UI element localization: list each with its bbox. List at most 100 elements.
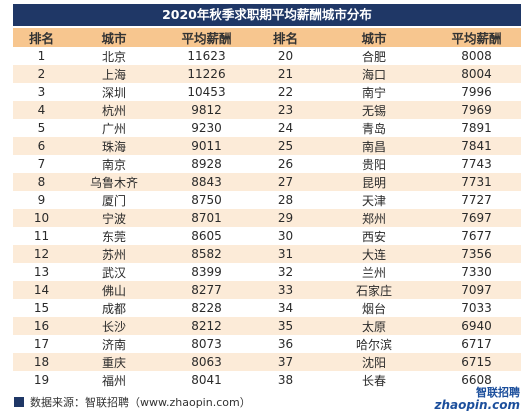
cell-city-left: 重庆 bbox=[70, 353, 158, 371]
cell-rank-right: 28 bbox=[277, 193, 294, 207]
cell-city-right: 大连 bbox=[316, 245, 432, 263]
cell-rank-right: 32 bbox=[277, 265, 294, 279]
cell-salary-left: 8228 bbox=[191, 301, 222, 315]
table-row: 16 长沙 8212 35 太原 6940 bbox=[13, 317, 521, 335]
cell-salary-left: 11623 bbox=[187, 49, 226, 63]
table-row: 8 乌鲁木齐 8843 27 昆明 7731 bbox=[13, 173, 521, 191]
cell-city-left: 南京 bbox=[101, 157, 126, 172]
cell-salary-left: 8073 bbox=[191, 337, 222, 351]
cell-city-left: 东莞 bbox=[101, 229, 126, 244]
table-header-row: 排名 城市 平均薪酬 排名 城市 平均薪酬 bbox=[13, 28, 521, 47]
cell-salary-left: 8399 bbox=[191, 265, 222, 279]
table-row: 10 宁波 8701 29 郑州 7697 bbox=[13, 209, 521, 227]
cell-city-left: 杭州 bbox=[70, 101, 158, 119]
cell-city-right: 贵阳 bbox=[361, 157, 386, 172]
cell-rank-left: 7 bbox=[37, 157, 46, 171]
cell-salary-left: 8063 bbox=[158, 353, 255, 371]
cell-salary-right: 7697 bbox=[432, 209, 521, 227]
cell-salary-right: 7969 bbox=[432, 101, 521, 119]
cell-city-right: 合肥 bbox=[361, 49, 386, 64]
cell-salary-right: 6717 bbox=[461, 337, 492, 351]
cell-salary-left: 9011 bbox=[158, 137, 255, 155]
cell-city-left: 深圳 bbox=[101, 85, 126, 100]
cell-city-right: 青岛 bbox=[361, 121, 386, 136]
cell-rank-left: 8 bbox=[13, 173, 70, 191]
cell-city-right: 沈阳 bbox=[316, 353, 432, 371]
table-row: 4 杭州 9812 23 无锡 7969 bbox=[13, 101, 521, 119]
cell-rank-right: 33 bbox=[255, 281, 316, 299]
cell-rank-right: 29 bbox=[255, 209, 316, 227]
cell-salary-right: 7841 bbox=[432, 137, 521, 155]
cell-city-left: 福州 bbox=[101, 373, 126, 388]
cell-city-right: 南宁 bbox=[361, 85, 386, 100]
cell-rank-left: 16 bbox=[13, 317, 70, 335]
header-city-right: 城市 bbox=[316, 28, 432, 47]
cell-rank-right: 22 bbox=[277, 85, 294, 99]
cell-rank-right: 37 bbox=[255, 353, 316, 371]
cell-rank-left: 5 bbox=[37, 121, 46, 135]
table-row: 5 广州 9230 24 青岛 7891 bbox=[13, 119, 521, 137]
cell-city-left: 武汉 bbox=[101, 265, 126, 280]
cell-city-right: 郑州 bbox=[316, 209, 432, 227]
cell-city-right: 长春 bbox=[361, 373, 386, 388]
cell-rank-left: 9 bbox=[37, 193, 46, 207]
cell-salary-right: 7097 bbox=[432, 281, 521, 299]
table-body: 1 北京 11623 20 合肥 8008 2 上海 11226 21 海口 8004 3 深圳 10453… bbox=[13, 47, 521, 389]
table-row: 9 厦门 8750 28 天津 7727 bbox=[13, 191, 521, 209]
cell-salary-right: 7996 bbox=[461, 85, 492, 99]
cell-salary-left: 10453 bbox=[187, 85, 226, 99]
cell-city-left: 苏州 bbox=[70, 245, 158, 263]
table-row: 18 重庆 8063 37 沈阳 6715 bbox=[13, 353, 521, 371]
cell-rank-left: 10 bbox=[13, 209, 70, 227]
zhaopin-logo: 智联招聘 zhaopin.com bbox=[433, 385, 520, 411]
cell-rank-right: 36 bbox=[277, 337, 294, 351]
cell-salary-right: 7330 bbox=[461, 265, 492, 279]
logo-text-bottom: zhaopin.com bbox=[433, 398, 520, 411]
cell-city-left: 广州 bbox=[101, 121, 126, 136]
cell-city-right: 海口 bbox=[316, 65, 432, 83]
cell-city-left: 厦门 bbox=[101, 193, 126, 208]
cell-rank-right: 27 bbox=[255, 173, 316, 191]
cell-rank-right: 38 bbox=[277, 373, 294, 387]
logo-text-top: 智联招聘 bbox=[476, 385, 520, 399]
cell-salary-right: 7727 bbox=[461, 193, 492, 207]
table-row: 12 苏州 8582 31 大连 7356 bbox=[13, 245, 521, 263]
cell-rank-left: 12 bbox=[13, 245, 70, 263]
cell-salary-left: 8277 bbox=[158, 281, 255, 299]
table-row: 15 成都 8228 34 烟台 7033 bbox=[13, 299, 521, 317]
cell-city-right: 太原 bbox=[316, 317, 432, 335]
table-row: 6 珠海 9011 25 南昌 7841 bbox=[13, 137, 521, 155]
cell-city-left: 佛山 bbox=[70, 281, 158, 299]
cell-city-left: 长沙 bbox=[70, 317, 158, 335]
cell-salary-right: 6940 bbox=[432, 317, 521, 335]
table-row: 3 深圳 10453 22 南宁 7996 bbox=[13, 83, 521, 101]
cell-rank-left: 2 bbox=[13, 65, 70, 83]
cell-rank-left: 19 bbox=[33, 373, 50, 387]
cell-rank-right: 26 bbox=[277, 157, 294, 171]
table-row: 14 佛山 8277 33 石家庄 7097 bbox=[13, 281, 521, 299]
cell-salary-left: 8750 bbox=[191, 193, 222, 207]
table-row: 17 济南 8073 36 哈尔滨 6717 bbox=[13, 335, 521, 353]
cell-rank-right: 20 bbox=[277, 49, 294, 63]
cell-salary-right: 7743 bbox=[461, 157, 492, 171]
cell-salary-right: 6715 bbox=[432, 353, 521, 371]
cell-salary-right: 6608 bbox=[461, 373, 492, 387]
cell-rank-right: 21 bbox=[255, 65, 316, 83]
cell-city-right: 天津 bbox=[361, 193, 386, 208]
cell-city-left: 乌鲁木齐 bbox=[70, 173, 158, 191]
header-rank-left: 排名 bbox=[13, 28, 70, 47]
data-source-note: 数据来源：智联招聘（www.zhaopin.com） bbox=[30, 396, 251, 409]
cell-rank-left: 15 bbox=[33, 301, 50, 315]
cell-salary-left: 8843 bbox=[158, 173, 255, 191]
cell-city-right: 西安 bbox=[361, 229, 386, 244]
header-rank-right: 排名 bbox=[255, 28, 316, 47]
footer-square-icon bbox=[14, 397, 24, 407]
cell-salary-left: 8212 bbox=[158, 317, 255, 335]
cell-salary-right: 7677 bbox=[461, 229, 492, 243]
cell-salary-left: 9812 bbox=[158, 101, 255, 119]
table-row: 11 东莞 8605 30 西安 7677 bbox=[13, 227, 521, 245]
table-row: 2 上海 11226 21 海口 8004 bbox=[13, 65, 521, 83]
cell-salary-left: 8582 bbox=[158, 245, 255, 263]
cell-city-right: 无锡 bbox=[316, 101, 432, 119]
cell-rank-left: 4 bbox=[13, 101, 70, 119]
